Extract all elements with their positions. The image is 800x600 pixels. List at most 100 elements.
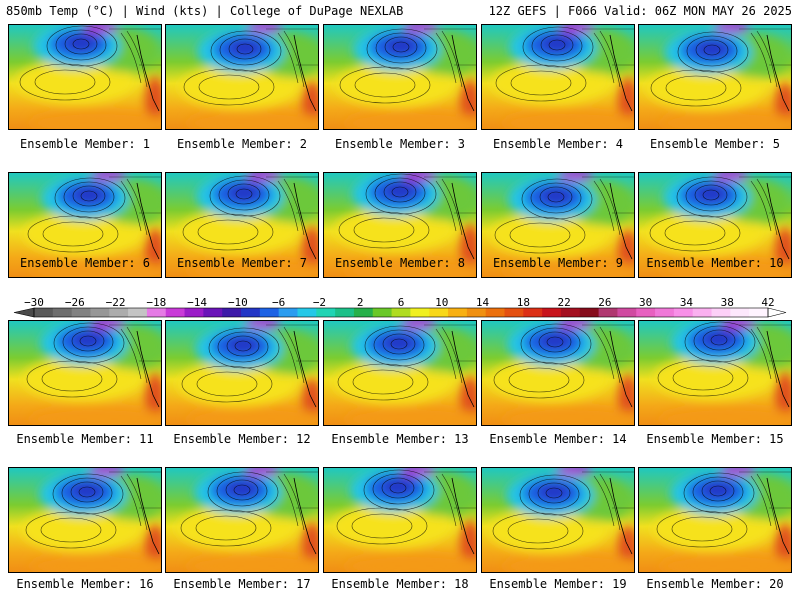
ensemble-member-label: Ensemble Member: 20	[646, 577, 784, 591]
colorbar-tick-label: 42	[761, 296, 774, 309]
colorbar-tick-label: −18	[146, 296, 166, 309]
ensemble-panel	[638, 467, 792, 573]
temperature-map	[166, 25, 318, 129]
colorbar-tick-label: 18	[517, 296, 530, 309]
colorbar-tick-label: 30	[639, 296, 652, 309]
color-swatch	[353, 308, 374, 317]
colorbar-tick-label: 34	[680, 296, 694, 309]
temperature-map	[482, 173, 634, 277]
ensemble-panel	[323, 24, 477, 130]
color-swatch	[146, 308, 167, 317]
ensemble-panel	[481, 172, 635, 278]
color-swatch	[523, 308, 543, 317]
ensemble-panel	[165, 467, 319, 573]
color-swatch	[598, 308, 618, 317]
color-swatch	[579, 308, 600, 317]
temperature-map	[639, 468, 791, 572]
color-swatch	[297, 308, 317, 317]
color-swatch	[692, 308, 713, 317]
colorbar-tick-label: −14	[187, 296, 207, 309]
temperature-map	[482, 25, 634, 129]
color-swatch	[560, 308, 581, 317]
ensemble-panel	[638, 24, 792, 130]
color-swatch	[109, 308, 129, 317]
colorbar-tick-label: 10	[435, 296, 448, 309]
colorbar-min-arrow	[13, 307, 35, 318]
color-swatch	[241, 308, 261, 317]
color-swatch	[730, 308, 750, 317]
color-swatch	[184, 308, 204, 317]
temperature-map	[166, 468, 318, 572]
temperature-map	[639, 25, 791, 129]
ensemble-member-label: Ensemble Member: 2	[176, 137, 308, 151]
color-scale-bar: −30 −26 −22 −18 −14 −10 −6 −2 2 6 10 14 18 22 26 30 34 38…	[13, 296, 787, 318]
color-swatch	[259, 308, 280, 317]
ensemble-member-label: Ensemble Member: 19	[489, 577, 627, 591]
color-swatch	[673, 308, 694, 317]
color-swatch	[711, 308, 731, 317]
ensemble-panel	[165, 24, 319, 130]
ensemble-panel	[323, 172, 477, 278]
temperature-map	[324, 173, 476, 277]
color-swatch	[542, 308, 562, 317]
ensemble-member-label: Ensemble Member: 11	[16, 432, 154, 446]
ensemble-panel	[481, 24, 635, 130]
ensemble-member-label: Ensemble Member: 13	[331, 432, 469, 446]
temperature-map	[639, 321, 791, 425]
color-swatch	[485, 308, 506, 317]
colorbar-tick-label: −6	[272, 296, 285, 309]
color-swatch	[335, 308, 355, 317]
ensemble-panel	[323, 320, 477, 426]
colorbar-tick-label: −10	[228, 296, 248, 309]
temperature-map	[9, 321, 161, 425]
colorbar-frame	[33, 307, 769, 318]
ensemble-panel	[323, 467, 477, 573]
temperature-map	[9, 468, 161, 572]
colorbar-tick-label: −22	[106, 296, 126, 309]
ensemble-panel	[165, 172, 319, 278]
colorbar-tick-label: −26	[65, 296, 85, 309]
ensemble-panel	[481, 467, 635, 573]
temperature-map	[324, 468, 476, 572]
color-swatch	[278, 308, 298, 317]
color-swatch	[448, 308, 468, 317]
color-swatch	[34, 308, 54, 317]
color-swatch	[429, 308, 449, 317]
color-swatch	[749, 308, 769, 317]
colorbar-tick-label: 38	[721, 296, 734, 309]
color-swatch	[372, 308, 393, 317]
run-valid-time: 12Z GEFS | F066 Valid: 06Z MON MAY 26 20…	[488, 4, 792, 18]
color-swatch	[316, 308, 336, 317]
ensemble-panel	[638, 320, 792, 426]
color-swatch	[636, 308, 656, 317]
ensemble-member-label: Ensemble Member: 17	[173, 577, 311, 591]
colorbar-tick-label: 26	[598, 296, 611, 309]
color-swatch	[90, 308, 110, 317]
colorbar-tick-label: 2	[357, 296, 364, 309]
ensemble-member-label: Ensemble Member: 7	[176, 256, 308, 270]
color-swatch	[655, 308, 675, 317]
ensemble-member-label: Ensemble Member: 15	[646, 432, 784, 446]
ensemble-member-label: Ensemble Member: 9	[492, 256, 624, 270]
color-swatch	[466, 308, 487, 317]
temperature-map	[324, 25, 476, 129]
temperature-map	[482, 321, 634, 425]
colorbar-max-arrow	[767, 307, 787, 318]
color-swatch	[203, 308, 223, 317]
ensemble-member-label: Ensemble Member: 18	[331, 577, 469, 591]
ensemble-member-label: Ensemble Member: 3	[334, 137, 466, 151]
temperature-map	[324, 321, 476, 425]
temperature-map	[9, 25, 161, 129]
temperature-map	[9, 173, 161, 277]
color-swatch	[222, 308, 242, 317]
colorbar-tick-label: 14	[476, 296, 490, 309]
ensemble-member-label: Ensemble Member: 16	[16, 577, 154, 591]
temperature-map	[639, 173, 791, 277]
colorbar-tick-label: −2	[313, 296, 326, 309]
ensemble-member-label: Ensemble Member: 6	[19, 256, 151, 270]
temperature-map	[482, 468, 634, 572]
ensemble-panel	[8, 467, 162, 573]
color-swatch	[71, 308, 91, 317]
ensemble-member-label: Ensemble Member: 4	[492, 137, 624, 151]
temperature-map	[166, 321, 318, 425]
